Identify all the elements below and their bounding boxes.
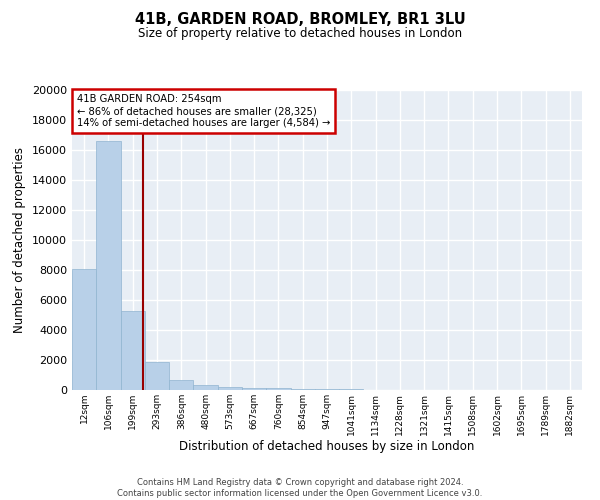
Bar [145, 362, 169, 390]
Y-axis label: Number of detached properties: Number of detached properties [13, 147, 26, 333]
Bar [72, 268, 96, 390]
Bar [266, 388, 290, 390]
Bar [218, 387, 242, 390]
Bar [121, 310, 145, 390]
Bar [169, 380, 193, 390]
Bar [193, 385, 218, 390]
Bar [96, 141, 121, 390]
Text: 41B GARDEN ROAD: 254sqm
← 86% of detached houses are smaller (28,325)
14% of sem: 41B GARDEN ROAD: 254sqm ← 86% of detache… [77, 94, 331, 128]
Text: Size of property relative to detached houses in London: Size of property relative to detached ho… [138, 28, 462, 40]
Bar [290, 388, 315, 390]
Text: Contains HM Land Registry data © Crown copyright and database right 2024.
Contai: Contains HM Land Registry data © Crown c… [118, 478, 482, 498]
Text: 41B, GARDEN ROAD, BROMLEY, BR1 3LU: 41B, GARDEN ROAD, BROMLEY, BR1 3LU [134, 12, 466, 28]
X-axis label: Distribution of detached houses by size in London: Distribution of detached houses by size … [179, 440, 475, 454]
Bar [242, 388, 266, 390]
Bar [315, 389, 339, 390]
